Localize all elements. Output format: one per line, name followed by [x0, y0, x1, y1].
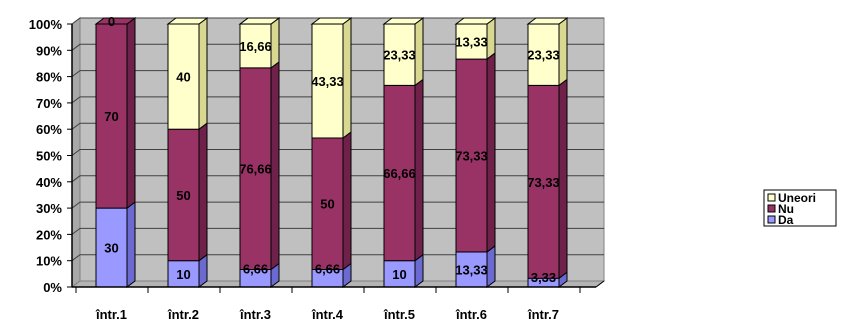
bar-side-nu: [198, 122, 208, 262]
x-axis: într.1 într.2 într.3 într.4 într.5 într.6 într…: [72, 280, 605, 320]
legend-swatch-uneori: [767, 193, 776, 202]
data-label: 6,66: [243, 261, 268, 276]
y-tick-label: 70%: [36, 96, 62, 111]
bar-top: [382, 17, 425, 25]
y-tick-label: 0%: [43, 280, 62, 295]
gridline: [71, 254, 604, 262]
data-label: 73,33: [527, 175, 560, 190]
data-label: 30: [104, 241, 118, 256]
gridline: [71, 96, 604, 104]
x-tick-label: într.4: [311, 307, 344, 320]
data-label: 43,33: [311, 74, 344, 89]
data-label: 40: [176, 70, 190, 85]
bar-top: [94, 17, 137, 25]
data-label: 16,66: [239, 39, 272, 54]
bar-top: [238, 17, 281, 25]
x-tick-label: într.7: [527, 307, 559, 320]
x-tick-label: într.3: [239, 307, 271, 320]
bar-side-nu: [342, 130, 352, 271]
gridline: [71, 43, 604, 51]
gridline: [71, 201, 604, 209]
gridlines: [71, 17, 604, 262]
gridline: [71, 227, 604, 235]
data-label: 10: [392, 267, 406, 282]
data-label: 23,33: [527, 48, 560, 63]
y-tick-label: 60%: [36, 122, 62, 137]
data-label: 13,33: [455, 262, 488, 277]
data-label: 66,66: [383, 166, 416, 181]
bar-side-nu: [486, 52, 496, 253]
bar-side-uneori: [198, 17, 208, 131]
bar-segment-uneori: [239, 23, 272, 69]
data-label: 70: [104, 109, 118, 124]
data-label: 23,33: [383, 48, 416, 63]
data-label: 3,33: [531, 270, 556, 285]
x-tick-label: într.5: [383, 307, 415, 320]
bar-top: [166, 17, 209, 25]
x-tick-label: într.6: [455, 307, 487, 320]
bar-top: [454, 17, 497, 25]
y-tick-label: 20%: [36, 227, 62, 242]
legend-swatch-nu: [767, 204, 776, 213]
y-tick-label: 30%: [36, 201, 62, 216]
x-tick-label: într.2: [167, 307, 199, 320]
bar-side-nu: [414, 78, 424, 262]
data-label: 0: [108, 14, 115, 29]
y-axis: 0% 10% 20% 30% 40% 50% 60% 70% 80% 90% 100%: [29, 17, 73, 295]
data-label: 76,66: [239, 162, 272, 177]
bar-side-nu: [126, 17, 136, 210]
data-label: 13,33: [455, 35, 488, 50]
bar-segment-nu: [239, 67, 272, 270]
x-tick-label: într.1: [95, 307, 127, 320]
y-tick-label: 90%: [36, 43, 62, 58]
bar-segment-uneori: [527, 23, 560, 86]
bar-side-nu: [558, 78, 568, 280]
bar-side-uneori: [486, 17, 496, 61]
y-tick-label: 50%: [36, 149, 62, 164]
legend-box: [763, 189, 837, 227]
data-label: 50: [176, 188, 190, 203]
bar-side-da: [486, 244, 496, 288]
bar-top: [310, 17, 353, 25]
data-label: 50: [320, 197, 334, 212]
bar-side-da: [126, 201, 136, 288]
bar-side-uneori: [558, 17, 568, 87]
gridline: [71, 17, 604, 25]
legend-label-nu: Nu: [778, 202, 794, 216]
bar-side-uneori: [342, 17, 352, 139]
bar-side-uneori: [414, 17, 424, 87]
data-label: 6,66: [315, 261, 340, 276]
legend-label-da: Da: [778, 213, 794, 227]
data-label: 73,33: [455, 149, 488, 164]
bar-side-nu: [270, 60, 280, 271]
data-labels: 30 70 0 10 50 40 6,66 76,66 16,66 6,66 50 43,33 10 66…: [104, 14, 560, 285]
legend-swatch-da: [767, 215, 776, 224]
data-label: 10: [176, 267, 190, 282]
bar-side-uneori: [270, 17, 280, 69]
x-axis-end: [595, 280, 605, 288]
bar-segment-nu: [383, 84, 416, 262]
y-tick-label: 80%: [36, 70, 62, 85]
gridline: [71, 175, 604, 183]
bar-top: [526, 17, 569, 25]
gridline: [71, 149, 604, 156]
y-tick-label: 40%: [36, 175, 62, 190]
y-tick-label: 10%: [36, 254, 62, 269]
gridline: [71, 70, 604, 77]
bars: [94, 17, 569, 288]
bar-segment-nu: [527, 84, 560, 279]
gridline: [71, 122, 604, 130]
y-tick-label: 100%: [29, 17, 63, 32]
legend-label-uneori: Uneori: [778, 191, 816, 205]
